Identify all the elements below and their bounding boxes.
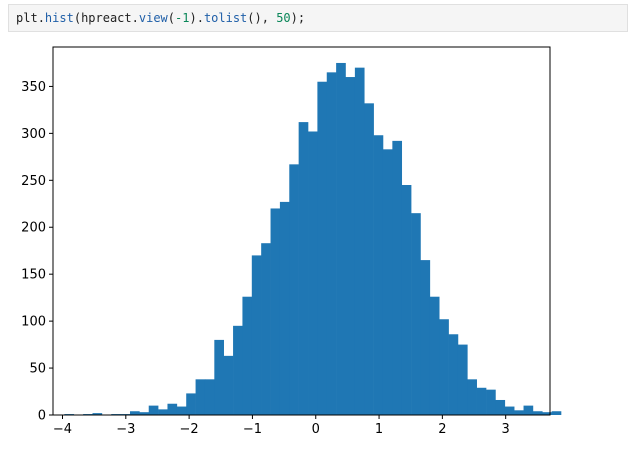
histogram-bar — [364, 103, 374, 415]
code-paren3: ) — [189, 11, 197, 25]
histogram-bar — [532, 411, 543, 415]
y-tick-label: 300 — [21, 127, 46, 142]
histogram-bar — [411, 213, 421, 415]
histogram-bar — [148, 405, 159, 415]
histogram-bar — [551, 411, 562, 415]
code-paren: ( — [73, 11, 82, 25]
histogram-bar — [504, 406, 515, 415]
histogram-bar — [439, 319, 449, 415]
code-method2: tolist — [203, 11, 248, 25]
code-arg: hpreact — [81, 11, 132, 25]
histogram-bar — [392, 140, 403, 415]
histogram-bar — [289, 164, 299, 415]
histogram-bar — [308, 131, 318, 415]
code-paren2: ( — [167, 11, 176, 25]
histogram-bar — [279, 201, 290, 415]
x-tick-label: −4 — [53, 422, 72, 437]
histogram-bar — [176, 406, 187, 415]
x-tick-label: −3 — [116, 422, 135, 437]
x-tick-label: 2 — [438, 422, 446, 437]
code-num: -1 — [175, 11, 190, 25]
histogram-bar — [214, 339, 224, 415]
histogram-bar — [195, 379, 206, 415]
code-dot: . — [37, 11, 45, 25]
histogram-bar — [270, 208, 281, 415]
code-sep: , — [261, 11, 277, 25]
histogram-bar — [233, 325, 243, 415]
histogram-bar — [186, 393, 196, 415]
histogram-bar — [167, 403, 178, 415]
histogram-bar — [223, 355, 234, 415]
histogram-bar — [429, 296, 440, 415]
histogram-bar — [298, 122, 309, 415]
histogram-bars — [64, 62, 562, 416]
y-axis: 0 50 100 150 200 250 300 350 — [21, 80, 53, 424]
histogram-bar — [373, 135, 384, 415]
y-tick-label: 200 — [21, 221, 46, 236]
histogram-bar — [129, 411, 140, 415]
code-cell[interactable]: plt.hist(hpreact.view(-1).tolist(), 50); — [8, 4, 628, 32]
y-tick-label: 100 — [21, 315, 46, 330]
x-tick-label: −2 — [180, 422, 199, 437]
histogram-bar — [345, 77, 356, 415]
histogram-bar — [204, 379, 215, 415]
histogram-bar — [242, 296, 253, 415]
code-dot3: . — [196, 11, 204, 25]
plot-output: −4 −3 −2 −1 0 1 2 3 0 50 100 150 200 250 300 350 — [0, 36, 630, 451]
y-tick-label: 150 — [21, 268, 46, 283]
histogram-bar — [420, 260, 431, 415]
code-bins: 50 — [276, 11, 291, 25]
histogram-bar — [336, 62, 346, 416]
histogram-bar — [457, 344, 468, 415]
histogram-bar — [326, 72, 337, 416]
x-tick-label: 0 — [312, 422, 320, 437]
histogram-bar — [542, 412, 552, 415]
histogram-bar — [382, 149, 393, 415]
x-tick-label: 3 — [502, 422, 510, 437]
code-obj: plt — [16, 11, 38, 25]
y-tick-label: 250 — [21, 174, 46, 189]
histogram-bar — [523, 405, 534, 415]
histogram-bar — [448, 334, 459, 415]
histogram-bar — [495, 399, 506, 415]
code-method1: view — [138, 11, 168, 25]
y-tick-label: 50 — [29, 362, 46, 377]
histogram-bar — [467, 379, 477, 415]
x-axis: −4 −3 −2 −1 0 1 2 3 — [53, 415, 510, 437]
histogram-chart: −4 −3 −2 −1 0 1 2 3 0 50 100 150 200 250 300 350 — [21, 46, 562, 437]
plot-frame — [52, 46, 551, 416]
histogram-bar — [158, 409, 168, 415]
histogram-bar — [92, 413, 103, 415]
code-func: hist — [44, 11, 74, 25]
y-tick-label: 0 — [38, 409, 46, 424]
histogram-bar — [317, 81, 328, 416]
histogram-bar — [261, 243, 271, 415]
histogram-bar — [401, 185, 412, 415]
histogram-bar — [486, 389, 496, 415]
code-end: ); — [290, 11, 306, 25]
y-tick-label: 350 — [21, 80, 46, 95]
x-tick-label: −1 — [243, 422, 262, 437]
histogram-bar — [139, 412, 150, 415]
histogram-bar — [514, 410, 524, 415]
histogram-bar — [251, 255, 262, 415]
x-tick-label: 1 — [375, 422, 383, 437]
code-call: () — [247, 11, 262, 25]
code-dot2: . — [131, 11, 139, 25]
histogram-bar — [354, 67, 365, 415]
histogram-bar — [476, 387, 487, 415]
